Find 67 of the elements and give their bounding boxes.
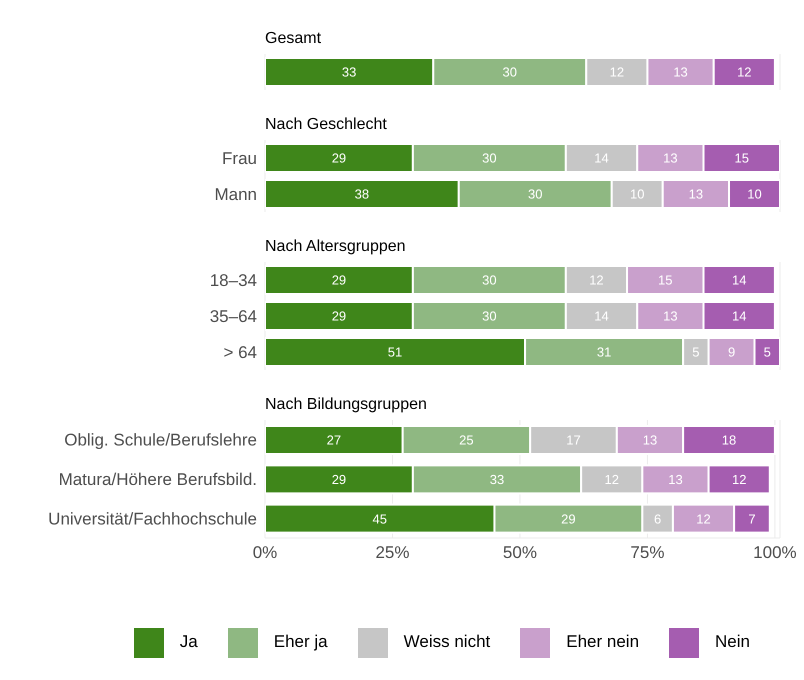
- y-tick-label: Mann: [214, 185, 257, 204]
- data-label: 10: [747, 186, 762, 202]
- data-label: 17: [566, 432, 581, 448]
- x-tick-label: 100%: [753, 543, 797, 562]
- data-label: 12: [696, 511, 711, 526]
- chart-title: Nach Altersgruppen: [265, 238, 407, 257]
- data-label: 14: [594, 308, 609, 324]
- data-label: 13: [642, 432, 658, 448]
- data-label: 12: [604, 472, 619, 487]
- data-label: 13: [663, 308, 678, 324]
- data-label: 6: [654, 511, 662, 526]
- data-label: 5: [692, 344, 700, 360]
- legend-label: Ja: [180, 632, 198, 652]
- data-label: 45: [372, 511, 387, 526]
- legend-label: Eher ja: [274, 632, 328, 652]
- data-label: 51: [388, 344, 402, 360]
- y-tick-label: Matura/Höhere Berufsbild.: [58, 470, 257, 490]
- y-tick-label: Universität/Fachhochschule: [48, 509, 257, 528]
- y-tick-label: 18–34: [210, 271, 257, 290]
- legend-label: Weiss nicht: [404, 632, 490, 652]
- data-label: 25: [459, 432, 474, 448]
- data-label: 13: [673, 64, 688, 80]
- legend-label: Eher nein: [566, 632, 640, 652]
- data-label: 33: [490, 472, 504, 487]
- x-tick-label: 75%: [630, 543, 664, 562]
- data-label: 13: [663, 150, 678, 166]
- data-label: 10: [630, 186, 644, 202]
- legend-label: Nein: [715, 632, 750, 652]
- data-label: 29: [561, 511, 576, 526]
- data-label: 15: [734, 150, 749, 166]
- data-label: 9: [728, 344, 736, 360]
- data-label: 5: [764, 344, 771, 360]
- data-label: 12: [589, 272, 604, 288]
- data-label: 30: [482, 150, 497, 166]
- y-tick-label: 35–64: [210, 307, 257, 326]
- chart-title: Gesamt: [265, 30, 322, 49]
- data-label: 31: [596, 344, 612, 360]
- data-label: 33: [342, 64, 356, 80]
- data-label: 14: [732, 272, 746, 288]
- x-tick-label: 50%: [502, 543, 537, 562]
- data-label: 13: [688, 186, 704, 202]
- data-label: 30: [502, 64, 517, 80]
- data-label: 29: [332, 308, 346, 324]
- y-tick-label: > 64: [223, 343, 257, 362]
- data-label: 18: [722, 432, 736, 448]
- chart-title: Nach Geschlecht: [265, 116, 388, 135]
- data-label: 12: [610, 64, 624, 80]
- data-label: 14: [594, 150, 609, 166]
- data-label: 30: [528, 186, 542, 202]
- x-tick-label: 25%: [375, 543, 410, 562]
- data-label: 27: [326, 432, 342, 448]
- data-label: 29: [332, 472, 346, 487]
- data-label: 29: [332, 150, 346, 166]
- x-tick-label: 0%: [252, 543, 278, 562]
- data-label: 12: [732, 472, 746, 487]
- data-label: 13: [668, 472, 683, 487]
- data-label: 29: [332, 272, 346, 288]
- y-tick-label: Oblig. Schule/Berufslehre: [64, 430, 257, 450]
- data-label: 30: [482, 308, 497, 324]
- data-label: 38: [354, 186, 370, 202]
- data-label: 15: [658, 272, 673, 288]
- data-label: 30: [482, 272, 497, 288]
- data-label: 14: [732, 308, 746, 324]
- chart-title: Nach Bildungsgruppen: [265, 396, 428, 415]
- data-label: 12: [737, 64, 752, 80]
- data-label: 7: [748, 511, 756, 526]
- y-tick-label: Frau: [222, 149, 257, 168]
